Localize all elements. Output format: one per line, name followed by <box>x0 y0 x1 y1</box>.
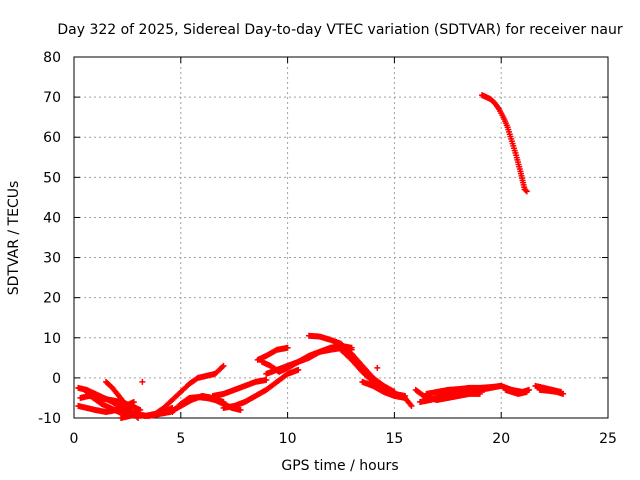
x-tick-label: 0 <box>70 431 79 447</box>
data-point <box>219 364 226 371</box>
plot-border <box>73 56 609 419</box>
chart-title: Day 322 of 2025, Sidereal Day-to-day VTE… <box>57 22 623 38</box>
data-point <box>139 378 146 385</box>
tick-labels: 0 5 10 15 20 25 -10 0 10 20 30 40 50 60 70 80 <box>38 50 617 447</box>
data-point <box>560 390 567 397</box>
data-point <box>130 398 137 405</box>
data-point <box>295 366 302 373</box>
grid-lines <box>74 57 608 418</box>
data-points <box>75 92 567 421</box>
data-point <box>237 406 244 413</box>
x-tick-label: 15 <box>385 431 403 447</box>
data-point <box>374 364 381 371</box>
y-tick-label: -10 <box>38 411 61 427</box>
x-axis-label: GPS time / hours <box>281 458 398 474</box>
y-tick-label: 60 <box>43 130 61 146</box>
x-tick-label: 25 <box>599 431 617 447</box>
data-point <box>522 187 529 194</box>
y-tick-label: 30 <box>43 251 61 267</box>
x-tick-label: 10 <box>279 431 297 447</box>
data-point <box>263 376 270 383</box>
data-point <box>523 188 530 195</box>
data-point <box>523 388 530 395</box>
y-tick-label: 50 <box>43 170 61 186</box>
data-point <box>408 402 415 409</box>
y-axis-label: SDTVAR / TECUs <box>6 181 22 296</box>
x-tick-label: 5 <box>176 431 185 447</box>
data-point <box>284 344 291 351</box>
y-tick-label: 20 <box>43 291 61 307</box>
y-tick-label: 0 <box>52 371 61 387</box>
data-point <box>220 362 227 369</box>
axes <box>73 56 609 419</box>
y-tick-label: 40 <box>43 210 61 226</box>
x-tick-label: 20 <box>492 431 510 447</box>
y-tick-label: 80 <box>43 50 61 66</box>
y-tick-label: 10 <box>43 331 61 347</box>
y-tick-label: 70 <box>43 90 61 106</box>
